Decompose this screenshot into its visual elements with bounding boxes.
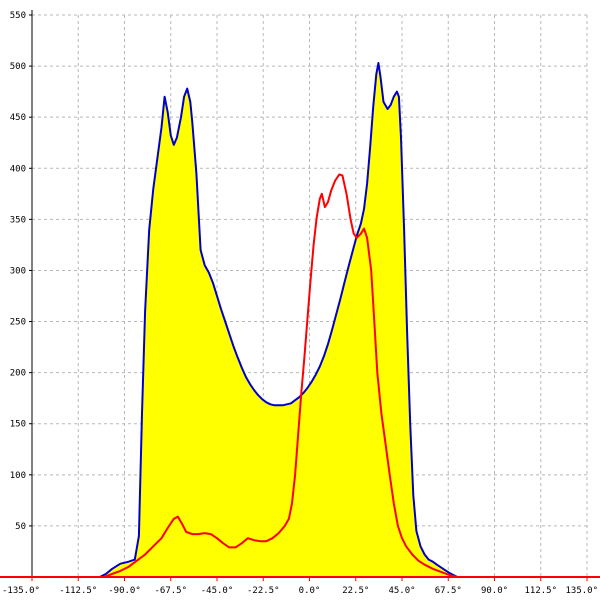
x-tick-label: -112.5° <box>59 586 97 596</box>
y-tick-label: 250 <box>10 318 26 328</box>
y-tick-label: 300 <box>10 266 26 276</box>
series-0-line <box>32 62 587 578</box>
series-0-area <box>32 63 587 577</box>
y-tick-label: 150 <box>10 420 26 430</box>
x-tick-label: -45.0° <box>201 586 234 596</box>
y-tick-label: 500 <box>10 62 26 72</box>
x-tick-label: -67.5° <box>154 586 187 596</box>
y-tick-label: 100 <box>10 471 26 481</box>
y-tick-label: 400 <box>10 164 26 174</box>
y-tick-label: 550 <box>10 11 26 21</box>
x-tick-label: 22.5° <box>342 586 369 596</box>
y-tick-label: 200 <box>10 369 26 379</box>
x-tick-label: 0.0° <box>299 586 321 596</box>
y-tick-label: 350 <box>10 215 26 225</box>
x-tick-label: 67.5° <box>435 586 462 596</box>
x-tick-label: 90.0° <box>481 586 508 596</box>
x-tick-label: -135.0° <box>2 586 40 596</box>
y-tick-label: 450 <box>10 113 26 123</box>
x-tick-label: -90.0° <box>108 586 141 596</box>
y-tick-label: 50 <box>15 522 26 532</box>
series-1-line <box>32 173 587 578</box>
x-tick-label: 45.0° <box>388 586 415 596</box>
x-tick-label: 112.5° <box>524 586 557 596</box>
x-tick-label: 135.0° <box>565 586 598 596</box>
x-tick-label: -22.5° <box>247 586 280 596</box>
